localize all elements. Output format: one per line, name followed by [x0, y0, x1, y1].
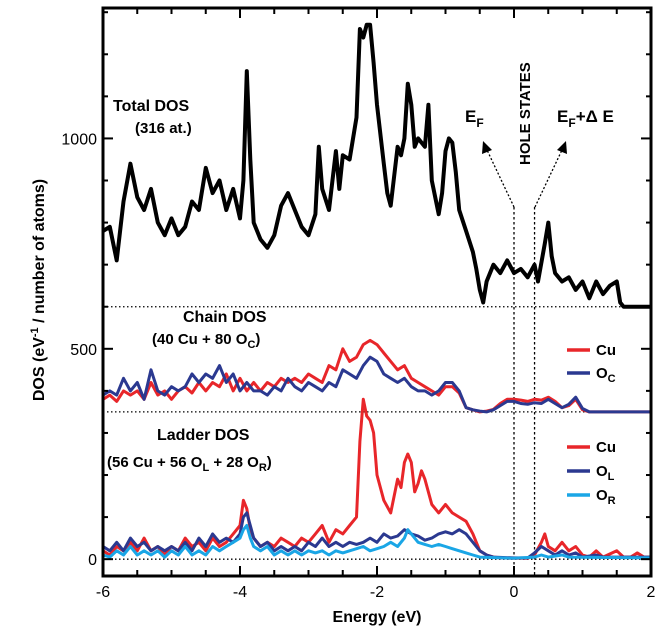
ef-de-arrow-line — [534, 149, 563, 208]
x-tick-label: 2 — [647, 584, 656, 601]
ef-de-label: EF+Δ E — [557, 107, 614, 130]
x-tick-label: 0 — [510, 584, 519, 601]
x-tick-label: -4 — [233, 584, 247, 601]
ladder-dos-title: Ladder DOS — [157, 427, 250, 444]
chain-o-c-curve — [102, 355, 651, 414]
chain-legend-oc-label: OC — [596, 365, 616, 385]
ladder-dos-subtitle: (56 Cu + 56 OL + 28 OR) — [107, 454, 272, 474]
y-axis-title: DOS (eV-1 / number of atoms) — [29, 179, 48, 401]
y-axis-title-main: DOS (eV — [31, 337, 48, 401]
ladder-legend-or-label: OR — [596, 487, 616, 507]
y-tick-label: 0 — [88, 552, 97, 569]
y-tick-label: 1000 — [61, 131, 97, 148]
ladder-o-r-curve — [102, 524, 652, 560]
ef-arrow-line — [486, 149, 515, 208]
ef-de-arrowhead — [557, 141, 567, 154]
x-tick-label: -2 — [370, 584, 384, 601]
hole-states-label: HOLE STATES — [517, 62, 534, 165]
y-tick-label: 500 — [70, 342, 97, 359]
chain-dos-subtitle: (40 Cu + 80 OC) — [152, 331, 260, 351]
ladder-cu-curve — [102, 397, 651, 560]
ef-arrowhead — [482, 141, 492, 154]
total-dos-curve — [101, 22, 651, 309]
ef-label: EF — [465, 107, 484, 130]
total-dos-subtitle: (316 at.) — [135, 120, 192, 137]
x-tick-label: -6 — [96, 584, 110, 601]
chain-dos-title: Chain DOS — [183, 309, 267, 326]
series-layer — [101, 22, 652, 560]
total-dos-title: Total DOS — [113, 98, 189, 115]
y-axis-title-sup: -1 — [29, 327, 41, 337]
baseline-layer — [103, 207, 651, 576]
tick-layer: -6 -4 -2 0 2 0 500 1000 — [61, 8, 656, 601]
y-axis-title-rest: / number of atoms) — [31, 179, 48, 327]
ladder-legend-cu-label: Cu — [596, 439, 616, 456]
ladder-legend-ol-label: OL — [596, 463, 615, 483]
x-axis-title: Energy (eV) — [333, 609, 422, 626]
chain-legend-cu-label: Cu — [596, 342, 616, 359]
